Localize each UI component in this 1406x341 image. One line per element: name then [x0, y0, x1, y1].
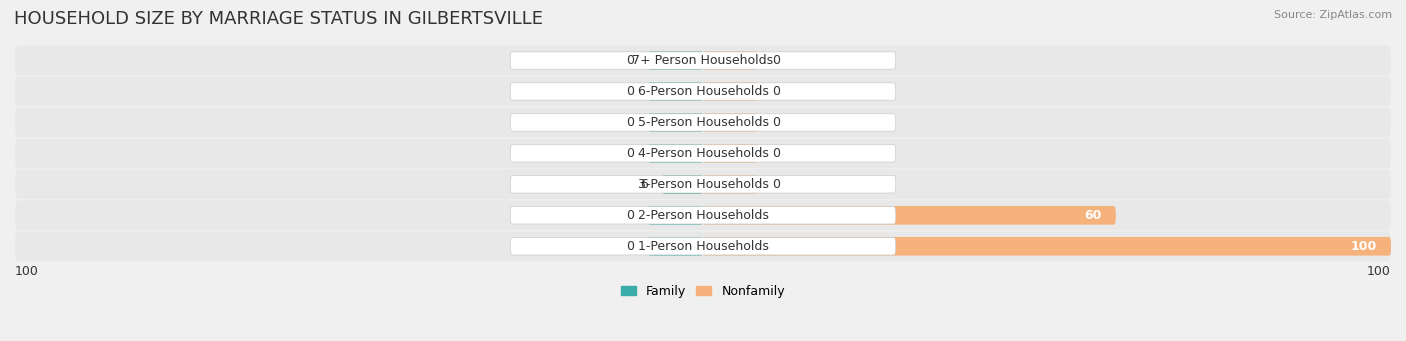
Text: 5-Person Households: 5-Person Households: [637, 116, 769, 129]
FancyBboxPatch shape: [703, 82, 758, 101]
Text: 0: 0: [772, 85, 780, 98]
Text: 0: 0: [626, 54, 634, 67]
FancyBboxPatch shape: [648, 144, 703, 163]
FancyBboxPatch shape: [648, 82, 703, 101]
FancyBboxPatch shape: [648, 237, 703, 255]
Text: 0: 0: [772, 54, 780, 67]
FancyBboxPatch shape: [703, 51, 758, 70]
FancyBboxPatch shape: [15, 169, 1391, 199]
FancyBboxPatch shape: [510, 114, 896, 131]
FancyBboxPatch shape: [510, 207, 896, 224]
Text: 6: 6: [640, 178, 648, 191]
Text: 0: 0: [626, 85, 634, 98]
Text: 0: 0: [772, 147, 780, 160]
Text: 0: 0: [626, 240, 634, 253]
FancyBboxPatch shape: [662, 175, 703, 194]
Text: HOUSEHOLD SIZE BY MARRIAGE STATUS IN GILBERTSVILLE: HOUSEHOLD SIZE BY MARRIAGE STATUS IN GIL…: [14, 10, 543, 28]
FancyBboxPatch shape: [510, 145, 896, 162]
FancyBboxPatch shape: [510, 52, 896, 69]
Text: 7+ Person Households: 7+ Person Households: [633, 54, 773, 67]
FancyBboxPatch shape: [648, 51, 703, 70]
FancyBboxPatch shape: [510, 83, 896, 100]
FancyBboxPatch shape: [703, 237, 1391, 255]
FancyBboxPatch shape: [15, 108, 1391, 137]
FancyBboxPatch shape: [703, 144, 758, 163]
FancyBboxPatch shape: [15, 46, 1391, 75]
Text: 6-Person Households: 6-Person Households: [637, 85, 769, 98]
Text: 1-Person Households: 1-Person Households: [637, 240, 769, 253]
Text: 100: 100: [1351, 240, 1378, 253]
Text: 0: 0: [772, 116, 780, 129]
Text: 0: 0: [772, 178, 780, 191]
FancyBboxPatch shape: [648, 113, 703, 132]
FancyBboxPatch shape: [15, 232, 1391, 261]
Text: 3-Person Households: 3-Person Households: [637, 178, 769, 191]
FancyBboxPatch shape: [703, 206, 1116, 225]
Text: 0: 0: [626, 147, 634, 160]
FancyBboxPatch shape: [510, 238, 896, 255]
Text: Source: ZipAtlas.com: Source: ZipAtlas.com: [1274, 10, 1392, 20]
FancyBboxPatch shape: [703, 175, 758, 194]
Text: 4-Person Households: 4-Person Households: [637, 147, 769, 160]
Text: 100: 100: [1367, 265, 1391, 279]
FancyBboxPatch shape: [15, 201, 1391, 230]
FancyBboxPatch shape: [703, 113, 758, 132]
Legend: Family, Nonfamily: Family, Nonfamily: [616, 280, 790, 303]
FancyBboxPatch shape: [648, 206, 703, 225]
FancyBboxPatch shape: [510, 176, 896, 193]
Text: 0: 0: [626, 209, 634, 222]
Text: 100: 100: [15, 265, 39, 279]
Text: 0: 0: [626, 116, 634, 129]
FancyBboxPatch shape: [15, 77, 1391, 106]
Text: 2-Person Households: 2-Person Households: [637, 209, 769, 222]
Text: 60: 60: [1084, 209, 1102, 222]
FancyBboxPatch shape: [15, 138, 1391, 168]
